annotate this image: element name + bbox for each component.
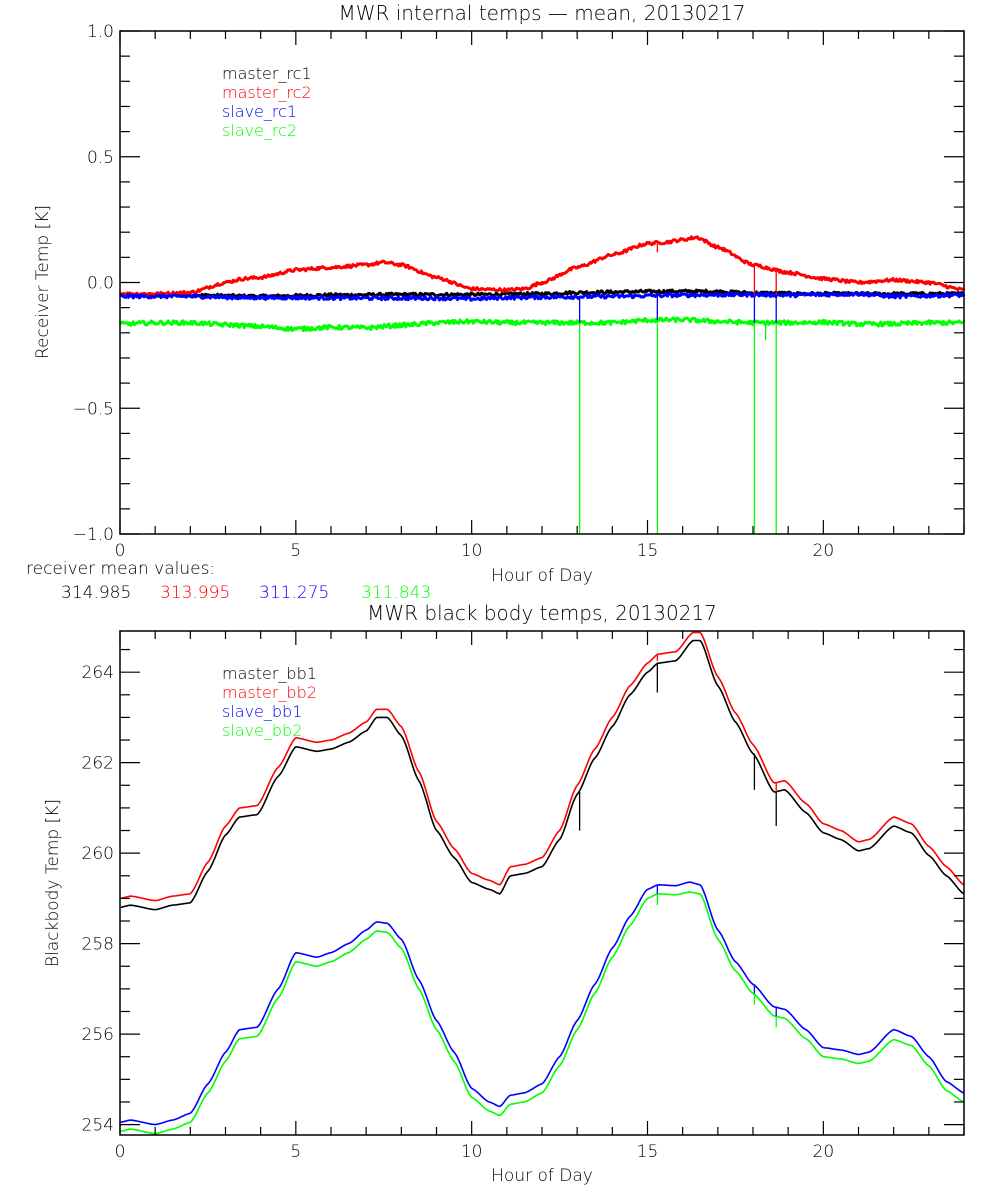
x-tick-label: 10 (461, 541, 483, 561)
bottom-y-axis-label: Blackbody Temp [K] (43, 799, 63, 967)
receiver-mean-value: 311.843 (361, 583, 431, 603)
series-line-master-bb2 (119, 631, 965, 902)
bottom-chart-title: MWR black body temps, 20130217 (367, 601, 717, 625)
x-tick-label: 5 (290, 1142, 301, 1162)
legend-entry-master-rc1: master_rc1 (222, 64, 312, 83)
bottom-ticks-group: 0 5 10 15 20 254 256 258 260 262 264 (82, 631, 965, 1162)
top-x-axis-label: Hour of Day (491, 566, 593, 586)
y-tick-label: 256 (82, 1025, 114, 1045)
receiver-temp-panel: MWR internal temps — mean, 20130217 0 5 10… (26, 1, 966, 603)
bottom-spikes-group (578, 654, 777, 1028)
y-tick-label: 264 (82, 663, 114, 683)
receiver-mean-label: receiver mean values: (26, 559, 215, 579)
top-y-axis-label: Receiver Temp [K] (33, 205, 53, 359)
legend-entry-master-rc2: master_rc2 (222, 83, 312, 102)
y-tick-label: 258 (82, 935, 114, 955)
x-tick-label: 15 (637, 541, 659, 561)
legend-entry-slave-rc1: slave_rc1 (222, 102, 297, 121)
series-line-master-bb1 (119, 639, 965, 911)
series-line-slave-bb1 (119, 881, 965, 1126)
blackbody-temp-panel: MWR black body temps, 20130217 0 5 10 15 20 2… (43, 601, 965, 1186)
legend-entry-slave-rc2: slave_rc2 (222, 121, 297, 140)
legend-entry-master-bb2: master_bb2 (222, 683, 317, 702)
x-tick-label: 10 (461, 1142, 483, 1162)
top-series-group (118, 235, 966, 333)
series-line-slave-bb2 (119, 891, 965, 1135)
bottom-series-group (119, 631, 965, 1135)
y-tick-label: −1.0 (73, 525, 114, 545)
x-tick-label: 0 (115, 541, 126, 561)
y-tick-label: 1.0 (87, 22, 114, 42)
y-tick-label: 0.0 (87, 274, 114, 294)
legend-entry-slave-bb1: slave_bb1 (222, 702, 302, 721)
x-tick-label: 5 (290, 541, 301, 561)
y-tick-label: 254 (82, 1116, 114, 1136)
top-ticks-group: 0 5 10 15 20 1.0 0.5 0.0 −0.5 −1.0 (73, 22, 965, 561)
x-tick-label: 20 (813, 1142, 835, 1162)
receiver-mean-value: 313.995 (160, 583, 230, 603)
series-line-master-rc2 (119, 235, 966, 297)
legend-entry-slave-bb2: slave_bb2 (222, 721, 302, 740)
receiver-mean-value: 311.275 (259, 583, 329, 603)
legend-entry-master-bb1: master_bb1 (222, 664, 317, 683)
y-tick-label: 262 (82, 754, 114, 774)
x-tick-label: 0 (115, 1142, 126, 1162)
receiver-mean-value: 314.985 (61, 583, 131, 603)
x-tick-label: 20 (813, 541, 835, 561)
series-line-slave-rc2 (119, 316, 965, 333)
x-tick-label: 15 (637, 1142, 659, 1162)
bottom-x-axis-label: Hour of Day (491, 1166, 593, 1186)
series-line-slave-rc1 (119, 291, 966, 302)
y-tick-label: 260 (82, 844, 114, 864)
y-tick-label: 0.5 (87, 148, 114, 168)
top-spikes-group (578, 242, 777, 534)
receiver-mean-values: 314.985 313.995 311.275 311.843 (61, 583, 431, 603)
top-chart-title: MWR internal temps — mean, 20130217 (338, 1, 745, 25)
y-tick-label: −0.5 (73, 399, 114, 419)
